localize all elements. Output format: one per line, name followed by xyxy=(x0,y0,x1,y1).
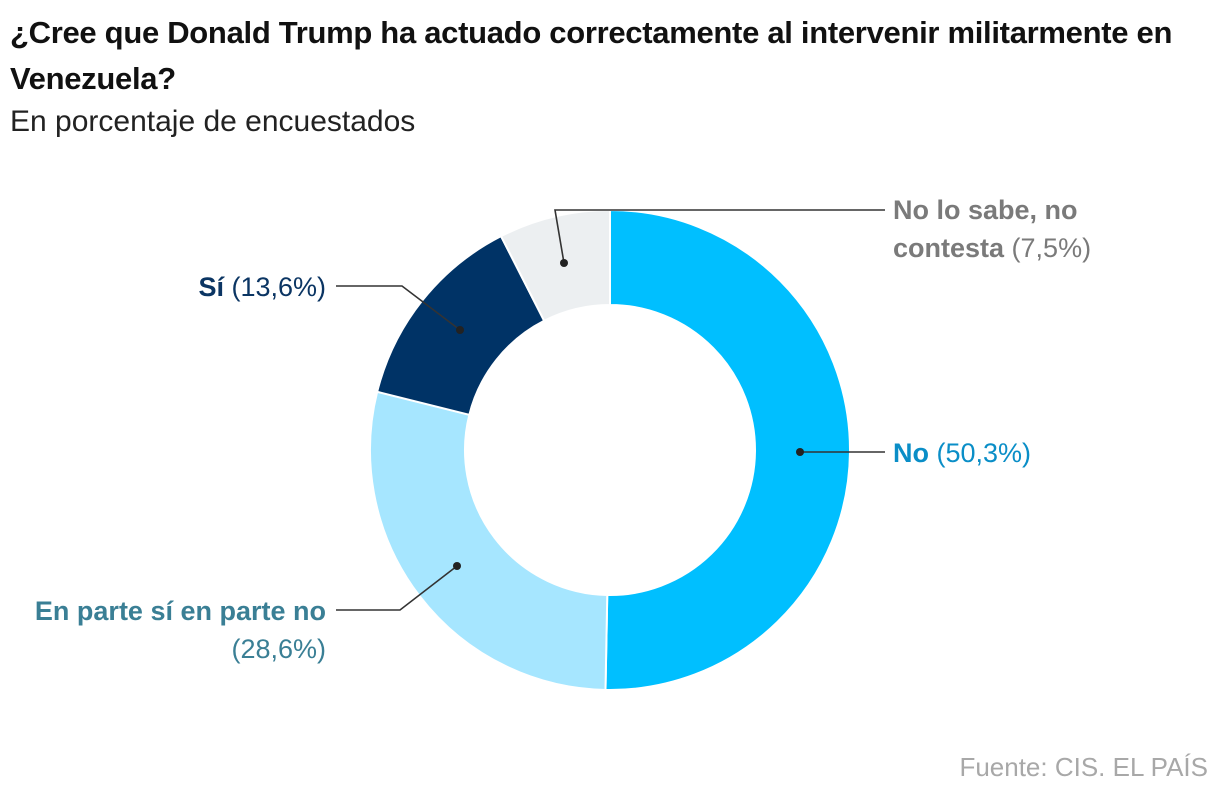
leader-dot-en-parte-si-en-parte-no xyxy=(453,562,461,570)
source-note: Fuente: CIS. EL PAÍS xyxy=(959,752,1208,782)
leader-line-si xyxy=(336,285,461,331)
leader-line-no-lo-sabe-no-contesta xyxy=(554,209,885,264)
slice-label-si: Sí (13,6%) xyxy=(198,272,326,302)
leader-dot-no xyxy=(796,448,804,456)
label-leaders xyxy=(336,209,885,611)
chart-title: ¿Cree que Donald Trump ha actuado correc… xyxy=(10,15,1173,96)
slice-label-name: Sí xyxy=(198,272,231,302)
title-block: ¿Cree que Donald Trump ha actuado correc… xyxy=(10,10,1200,142)
slice-label-value: (50,3%) xyxy=(937,438,1032,468)
slice-en-parte-si-en-parte-no xyxy=(369,390,609,691)
slice-label-value: (7,5%) xyxy=(1012,233,1092,263)
slice-label-value: (13,6%) xyxy=(231,272,326,302)
slice-label-name: En parte sí en parte no xyxy=(35,596,326,626)
leader-dot-no-lo-sabe-no-contesta xyxy=(560,259,568,267)
slice-label-no-lo-sabe-no-contesta: No lo sabe, no contesta (7,5%) xyxy=(893,195,1091,263)
leader-line-en-parte-si-en-parte-no xyxy=(336,565,458,611)
leader-dot-si xyxy=(456,326,464,334)
slice-label-name: contesta xyxy=(893,233,1012,263)
donut-slices xyxy=(369,208,851,691)
slice-label-no: No (50,3%) xyxy=(893,438,1031,468)
slice-no xyxy=(604,208,851,691)
slice-label-name: No lo sabe, no xyxy=(893,195,1078,225)
chart-subtitle: En porcentaje de encuestados xyxy=(10,105,416,138)
slice-label-value: (28,6%) xyxy=(231,634,326,664)
slice-label-name: No xyxy=(893,438,937,468)
slice-labels: No (50,3%) En parte sí en parte no (28,6%)… xyxy=(35,195,1091,664)
slice-label-en-parte-si-en-parte-no: En parte sí en parte no (28,6%) xyxy=(35,596,326,664)
